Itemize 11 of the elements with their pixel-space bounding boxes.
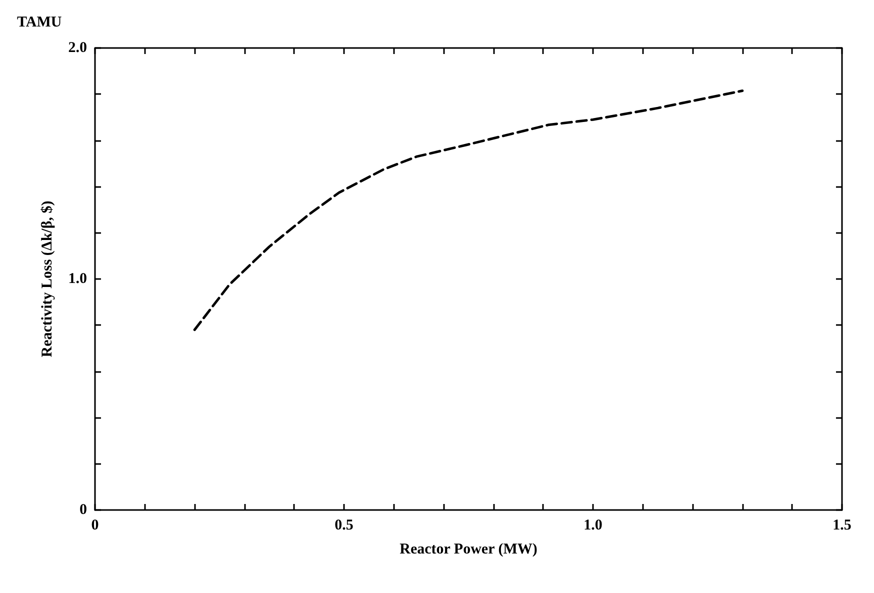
y-tick-label: 1.0 [68,271,87,287]
y-tick-label: 2.0 [68,40,87,56]
line-series [193,89,744,332]
y-axis-title: Reactivity Loss (Δk/β, $) [40,200,56,358]
x-tick-label: 0.5 [334,518,354,534]
x-tick-label: 1.0 [584,518,602,534]
y-tick-label: 0 [80,502,87,518]
chart-title: TAMU [17,14,62,30]
x-axis-title: Reactor Power (MW) [400,542,538,558]
x-tick-label: 1.5 [832,518,852,534]
x-tick-label: 0 [91,518,99,534]
